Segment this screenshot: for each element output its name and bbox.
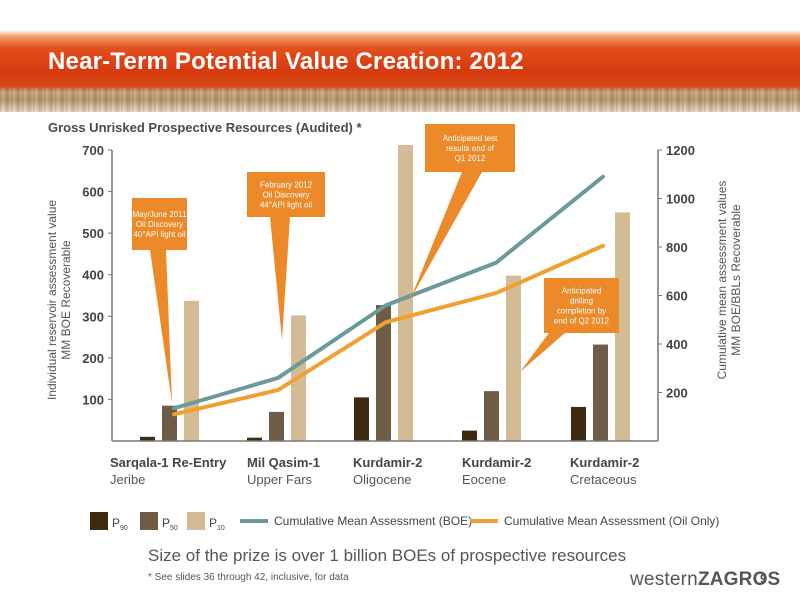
legend-label-main: P [112, 516, 120, 530]
legend-label-sub: 90 [120, 525, 128, 532]
bar-p10-2 [398, 145, 413, 442]
legend-swatch-p50 [140, 512, 158, 530]
bar-p90-1 [247, 437, 262, 441]
callout-box-0 [132, 198, 187, 250]
callout-pointer-0 [150, 250, 172, 403]
legend-line-label-0: Cumulative Mean Assessment (BOE) [274, 514, 472, 528]
footer-text: Size of the prize is over 1 billion BOEs… [148, 546, 627, 565]
legend-label-p10: P10 [209, 516, 225, 532]
left-axis-title: Individual reservoir assessment valueMM … [45, 200, 73, 400]
left-tick-label: 400 [82, 268, 104, 283]
callout-pointer-1 [270, 217, 290, 340]
right-tick-label: 400 [666, 337, 688, 352]
category-sublabel-3: Eocene [462, 472, 506, 487]
right-tick-label: 1000 [666, 192, 695, 207]
legend-line-label-1: Cumulative Mean Assessment (Oil Only) [504, 514, 719, 528]
callout-box-2 [425, 124, 515, 172]
bar-p10-4 [615, 212, 630, 441]
callout-box-1 [247, 172, 325, 217]
bar-p90-3 [462, 430, 477, 441]
bar-p90-2 [354, 397, 369, 441]
left-axis-title-line2: MM BOE Recoverable [59, 240, 73, 360]
callout-text-0-1: Oil Discovery [136, 220, 183, 229]
axes-layer: 100 200 300 400 500 600 700 200 400 600 800 1000 120… [45, 143, 743, 442]
left-tick-label: 300 [82, 309, 104, 324]
bar-p90-4 [571, 406, 586, 441]
callout-pointer-2 [410, 172, 482, 300]
category-label-1: Mil Qasim-1 [247, 455, 320, 470]
right-tick-label: 200 [666, 386, 688, 401]
callout-text-2-0: Anticipated test [443, 134, 498, 143]
bar-p50-1 [269, 411, 284, 441]
company-logo: westernZAGROS [630, 569, 780, 591]
slide-title: Near-Term Potential Value Creation: 2012 [48, 48, 524, 75]
bar-p10-3 [506, 275, 521, 441]
callout-text-0-0: May/June 2011 [132, 210, 187, 219]
legend-label-main: P [209, 516, 217, 530]
bar-p90-0 [140, 436, 155, 441]
category-labels-layer: Sarqala-1 Re-Entry Jeribe Mil Qasim-1 Upper… [110, 455, 639, 487]
right-tick-label: 600 [666, 289, 688, 304]
legend-label-sub: 10 [217, 525, 225, 532]
callout-text-3-2: completion by [557, 307, 606, 316]
callout-text-1-0: February 2012 [260, 181, 313, 190]
legend-swatch-p90 [90, 512, 108, 530]
bar-p50-0 [162, 405, 177, 441]
callout-text-1-2: 44°API light oil [260, 201, 312, 210]
category-label-4: Kurdamir-2 [570, 455, 639, 470]
legend-label-p50: P50 [162, 516, 178, 532]
right-tick-label: 800 [666, 240, 688, 255]
footnote: * See slides 36 through 42, inclusive, f… [148, 572, 349, 583]
callout-box-3 [544, 278, 619, 333]
category-label-3: Kurdamir-2 [462, 455, 531, 470]
left-axis-title-line1: Individual reservoir assessment value [45, 200, 59, 400]
category-sublabel-0: Jeribe [110, 472, 145, 487]
category-label-2: Kurdamir-2 [353, 455, 422, 470]
callout-text-3-3: end of Q2 2012 [554, 317, 610, 326]
logo-bold-text: ZAGROS [697, 569, 781, 590]
legend-label-sub: 50 [170, 525, 178, 532]
callout-text-3-1: drilling [570, 297, 593, 306]
category-sublabel-2: Oligocene [353, 472, 412, 487]
bar-p50-2 [376, 305, 391, 441]
category-label-0: Sarqala-1 Re-Entry [110, 455, 227, 470]
logo-light-text: western [630, 569, 698, 590]
right-axis-title-line2: MM BOE/BBLs Recoverable [729, 204, 743, 356]
right-tick-label: 1200 [666, 143, 695, 158]
callout-text-0-2: 40°API light oil [133, 230, 185, 239]
left-tick-label: 700 [82, 143, 104, 158]
bar-p50-3 [484, 391, 499, 441]
left-tick-label: 500 [82, 226, 104, 241]
right-axis-title: Cumulative mean assessment valuesMM BOE/… [715, 181, 743, 380]
line-cumulative-boe [172, 174, 605, 411]
right-axis-title-line1: Cumulative mean assessment values [715, 181, 729, 380]
banner-texture [0, 88, 800, 112]
left-tick-label: 100 [82, 392, 104, 407]
chart-subtitle: Gross Unrisked Prospective Resources (Au… [48, 120, 362, 135]
line-cumulative-oil [172, 243, 605, 417]
left-tick-label: 600 [82, 185, 104, 200]
callout-text-3-0: Anticipated [562, 287, 602, 296]
category-sublabel-1: Upper Fars [247, 472, 313, 487]
bar-p50-4 [593, 344, 608, 441]
legend-swatch-p10 [187, 512, 205, 530]
page-number: 9 [760, 571, 768, 586]
left-tick-label: 200 [82, 351, 104, 366]
callout-text-2-1: results end of [446, 144, 495, 153]
category-sublabel-4: Cretaceous [570, 472, 637, 487]
legend-label-main: P [162, 516, 170, 530]
lines-layer [172, 174, 605, 417]
callout-text-2-2: Q1 2012 [455, 154, 486, 163]
title-banner [0, 0, 800, 112]
callout-text-1-1: Oil Discovery [262, 191, 309, 200]
legend-label-p90: P90 [112, 516, 128, 532]
bar-p10-0 [184, 300, 199, 441]
